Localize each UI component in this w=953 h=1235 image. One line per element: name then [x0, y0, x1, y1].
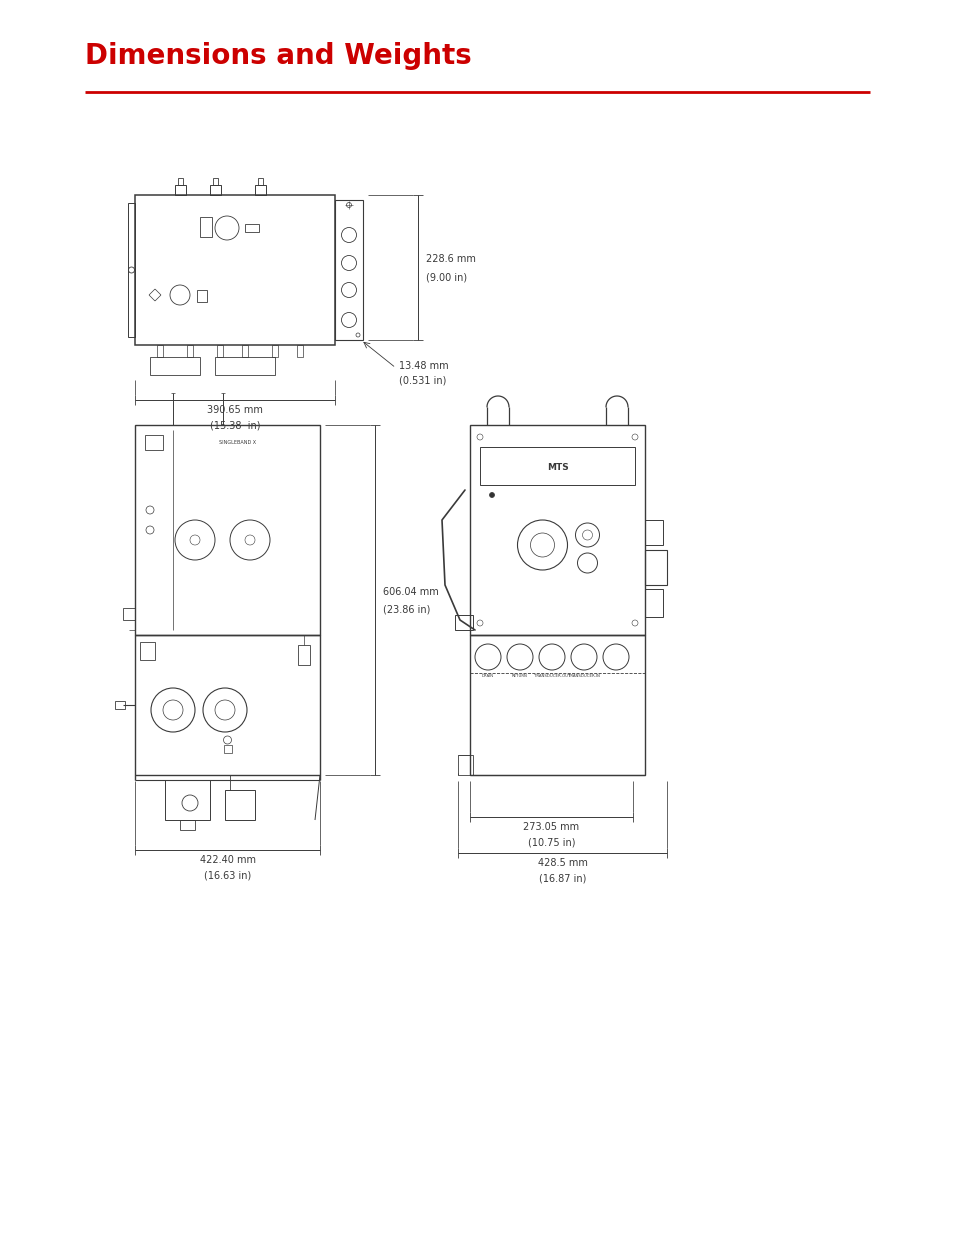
Bar [210, 185, 220, 195]
Bar [223, 745, 232, 753]
Bar [140, 642, 154, 659]
Bar [254, 185, 265, 195]
Bar [200, 217, 212, 237]
Text: 606.04 mm: 606.04 mm [382, 587, 438, 597]
Text: SINGLEBAND X: SINGLEBAND X [218, 441, 255, 446]
Text: MTS: MTS [546, 463, 568, 473]
Text: Dimensions and Weights: Dimensions and Weights [85, 42, 471, 70]
Text: RETURN: RETURN [512, 674, 527, 678]
Text: (10.75 in): (10.75 in) [527, 837, 575, 847]
Text: 422.40 mm: 422.40 mm [199, 855, 255, 864]
Bar [297, 645, 310, 664]
Bar [470, 425, 644, 635]
Bar [177, 178, 182, 185]
Bar [479, 447, 635, 485]
Text: (9.00 in): (9.00 in) [426, 273, 467, 283]
Text: 228.6 mm: 228.6 mm [426, 254, 476, 264]
Bar [123, 608, 135, 620]
Text: DRAIN: DRAIN [481, 674, 494, 678]
Text: (0.531 in): (0.531 in) [398, 375, 446, 387]
Bar [335, 200, 363, 340]
Bar [242, 345, 248, 357]
Text: 273.05 mm: 273.05 mm [523, 823, 579, 832]
Bar [644, 589, 662, 618]
Text: TRANSDUCER-IN: TRANSDUCER-IN [567, 674, 599, 678]
Bar [457, 755, 473, 776]
Bar [470, 635, 644, 776]
Bar [644, 550, 666, 585]
Bar [257, 178, 262, 185]
Bar [296, 345, 303, 357]
Bar [644, 520, 662, 545]
Bar [196, 290, 207, 303]
Text: TRANSDUCER-OUT: TRANSDUCER-OUT [534, 674, 570, 678]
Bar [225, 790, 254, 820]
Bar [180, 820, 194, 830]
Bar [157, 345, 163, 357]
Text: (23.86 in): (23.86 in) [382, 605, 430, 615]
Bar [135, 635, 319, 776]
Bar [174, 185, 185, 195]
Bar [213, 178, 217, 185]
Text: (16.63 in): (16.63 in) [204, 871, 251, 881]
Bar [128, 203, 135, 337]
Bar [272, 345, 277, 357]
Bar [115, 701, 125, 709]
Bar [214, 357, 274, 375]
Bar [245, 224, 258, 232]
Text: (16.87 in): (16.87 in) [538, 873, 585, 883]
Bar [135, 195, 335, 345]
Text: 390.65 mm: 390.65 mm [207, 405, 263, 415]
Bar [455, 615, 473, 630]
Circle shape [489, 493, 494, 498]
Bar [216, 345, 223, 357]
Text: 428.5 mm: 428.5 mm [537, 858, 587, 868]
Bar [150, 357, 200, 375]
Bar [135, 425, 319, 635]
Bar [187, 345, 193, 357]
Bar [165, 781, 210, 820]
Text: (15.38  in): (15.38 in) [210, 420, 260, 431]
Text: 13.48 mm: 13.48 mm [398, 361, 448, 370]
Bar [145, 435, 163, 450]
